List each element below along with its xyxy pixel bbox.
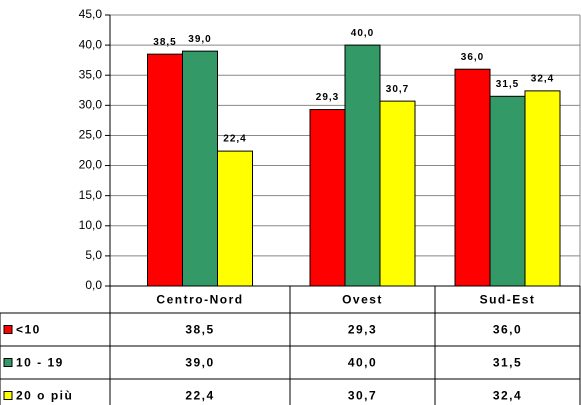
x-tick-label: Centro-Nord <box>156 293 243 307</box>
data-label: 30,7 <box>386 84 409 95</box>
x-tick-label: Ovest <box>342 293 383 307</box>
y-tick-label: 45,0 <box>79 7 103 21</box>
bar <box>524 90 561 287</box>
y-tick-label: 0,0 <box>85 278 102 292</box>
legend-label: <10 <box>16 323 41 337</box>
table-cell: 29,3 <box>348 323 377 337</box>
table-cell: 36,0 <box>493 323 522 337</box>
y-tick-label: 5,0 <box>85 248 102 262</box>
y-tick-label: 20,0 <box>79 158 103 172</box>
data-label: 40,0 <box>351 28 374 39</box>
table-cell: 40,0 <box>348 356 377 370</box>
legend-swatch <box>3 325 13 334</box>
table-cell: 39,0 <box>185 356 214 370</box>
y-tick-label: 25,0 <box>79 128 103 142</box>
data-label: 32,4 <box>531 74 554 85</box>
y-tick-label: 40,0 <box>79 37 103 51</box>
data-label: 36,0 <box>461 52 484 63</box>
data-label: 29,3 <box>316 92 339 103</box>
bar <box>379 100 416 287</box>
x-tick-label: Sud-Est <box>480 293 536 307</box>
bar <box>454 68 491 287</box>
y-tick-label: 15,0 <box>79 188 103 202</box>
data-label: 39,0 <box>188 34 211 45</box>
bar <box>344 44 381 287</box>
table-cell: 22,4 <box>185 389 214 403</box>
data-label: 31,5 <box>496 79 519 90</box>
legend-label: 20 o più <box>16 389 73 403</box>
y-tick-label: 30,0 <box>79 98 103 112</box>
legend-swatch <box>3 358 13 367</box>
table-cell: 31,5 <box>493 356 522 370</box>
y-tick-label: 35,0 <box>79 67 103 81</box>
data-label: 22,4 <box>223 134 246 145</box>
table-cell: 38,5 <box>185 323 214 337</box>
y-tick-label: 10,0 <box>79 218 103 232</box>
bar <box>309 109 346 287</box>
bar <box>489 95 526 287</box>
bar <box>147 53 183 287</box>
table-cell: 32,4 <box>493 389 522 403</box>
data-label: 38,5 <box>153 37 176 48</box>
bar <box>182 50 218 287</box>
legend-swatch <box>3 391 13 400</box>
legend-label: 10 - 19 <box>16 356 64 370</box>
table-cell: 30,7 <box>348 389 377 403</box>
bar <box>217 150 253 287</box>
